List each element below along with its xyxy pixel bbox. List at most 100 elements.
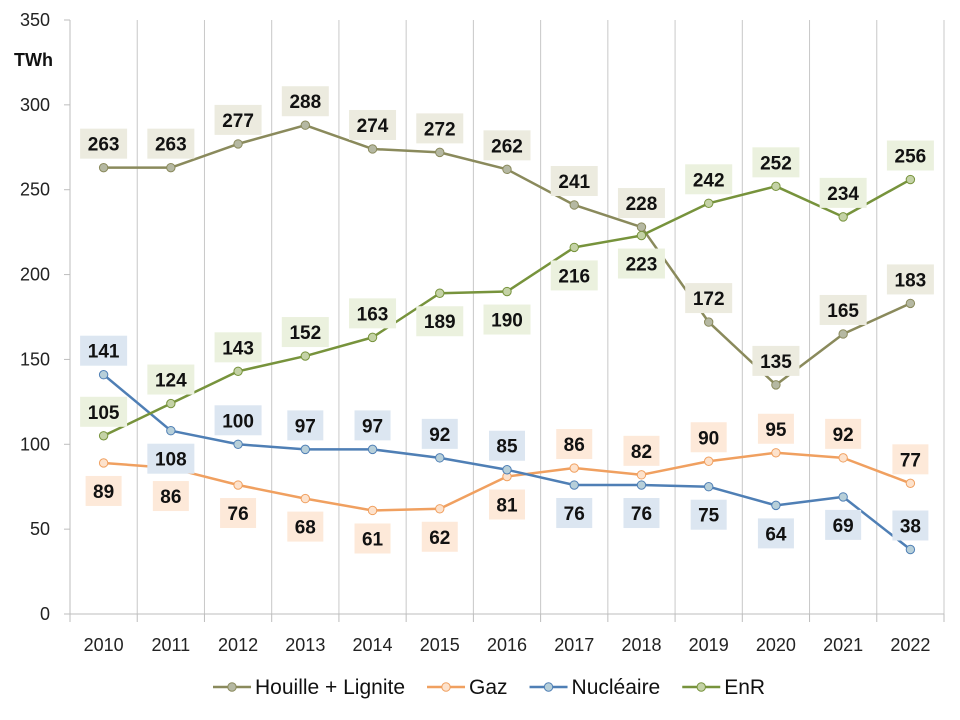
data-label: 90 [698, 428, 719, 449]
data-point [435, 288, 445, 298]
y-tick-label: 50 [30, 519, 50, 539]
data-label-background [623, 498, 660, 529]
data-point [771, 380, 781, 390]
data-point [905, 478, 916, 489]
data-label-background [80, 335, 128, 366]
data-label: 189 [424, 312, 456, 333]
data-label-background [287, 511, 324, 542]
data-label: 100 [222, 411, 254, 432]
data-point [703, 482, 714, 492]
legend: Houille + Lignite Gaz Nucléaire EnR [213, 676, 765, 699]
data-point [98, 370, 109, 380]
data-point [905, 174, 916, 185]
data-label: 143 [222, 338, 254, 359]
data-label-background [556, 498, 593, 529]
data-point [98, 431, 109, 441]
data-point [367, 444, 378, 455]
data-point [98, 162, 109, 173]
data-label-background [819, 177, 867, 208]
data-label-background [214, 332, 262, 363]
data-label-background [416, 306, 464, 337]
legend-entry-label: Houille + Lignite [255, 676, 405, 699]
data-label-background [214, 405, 262, 436]
x-tick-label: 2022 [890, 635, 930, 655]
data-label: 89 [93, 482, 114, 503]
data-label-layer: 263 263 277 288 274 272 262 241 228 172 135 165 183 8… [80, 86, 934, 554]
data-label-background [349, 298, 397, 329]
data-label: 64 [765, 524, 787, 545]
data-label: 76 [228, 504, 249, 525]
data-label-background [757, 518, 794, 549]
data-point [636, 222, 647, 232]
data-label-background [892, 444, 929, 475]
data-point [300, 493, 311, 504]
data-label: 61 [362, 529, 384, 550]
data-label-background [80, 128, 128, 159]
x-tick-label: 2018 [621, 635, 661, 655]
data-point [838, 329, 848, 339]
data-label-background [550, 260, 598, 291]
data-point [367, 505, 378, 516]
x-tick-label: 2014 [353, 635, 393, 655]
data-label-background [354, 410, 391, 441]
data-label: 223 [626, 255, 658, 276]
data-label: 288 [289, 92, 321, 113]
data-point [166, 426, 176, 436]
data-label: 105 [88, 403, 120, 424]
data-point [569, 242, 579, 253]
data-label-background [886, 264, 934, 295]
data-point [300, 120, 311, 130]
data-point [166, 398, 176, 409]
legend-swatch-marker [227, 682, 237, 692]
data-point [771, 500, 781, 511]
data-label: 95 [765, 420, 787, 441]
x-tick-label: 2017 [554, 635, 594, 655]
data-label: 77 [900, 450, 921, 471]
data-label: 262 [491, 136, 523, 157]
data-label: 38 [900, 517, 921, 538]
data-label-background [220, 498, 257, 529]
data-label-background [416, 113, 464, 144]
data-point [636, 480, 647, 490]
data-label-background [489, 430, 525, 461]
data-point [569, 200, 579, 210]
data-label: 135 [760, 352, 792, 373]
data-label-background [147, 364, 195, 395]
data-label-background [80, 396, 128, 427]
data-label: 108 [155, 450, 187, 471]
data-point [502, 286, 512, 297]
data-point [166, 162, 176, 173]
data-label: 165 [827, 301, 859, 322]
data-label-background [556, 429, 593, 460]
data-point [905, 544, 916, 555]
data-label: 228 [626, 194, 658, 215]
data-label: 272 [424, 119, 456, 140]
data-label: 75 [698, 506, 720, 527]
data-label-background [152, 481, 189, 512]
data-label: 82 [631, 442, 652, 463]
legend-swatch-marker [696, 682, 706, 692]
y-tick-label: 350 [20, 10, 50, 30]
x-tick-label: 2019 [689, 635, 729, 655]
data-label-background [281, 317, 329, 348]
data-label-background [623, 435, 660, 466]
data-label: 62 [429, 528, 450, 549]
data-label: 141 [88, 342, 120, 363]
y-tick-label: 100 [20, 434, 50, 454]
x-tick-label: 2016 [487, 635, 527, 655]
x-tick-label: 2021 [823, 635, 863, 655]
data-label: 241 [558, 172, 590, 193]
data-label: 124 [155, 371, 187, 392]
data-label-background [349, 109, 397, 140]
data-point [703, 317, 714, 327]
data-point [435, 453, 445, 463]
data-label: 86 [160, 487, 181, 508]
data-label-background [752, 147, 800, 178]
data-label: 252 [760, 153, 792, 174]
data-point [435, 147, 445, 158]
data-point [905, 298, 916, 309]
data-label: 263 [155, 135, 187, 156]
data-point [435, 504, 445, 514]
data-label-background [819, 294, 867, 325]
